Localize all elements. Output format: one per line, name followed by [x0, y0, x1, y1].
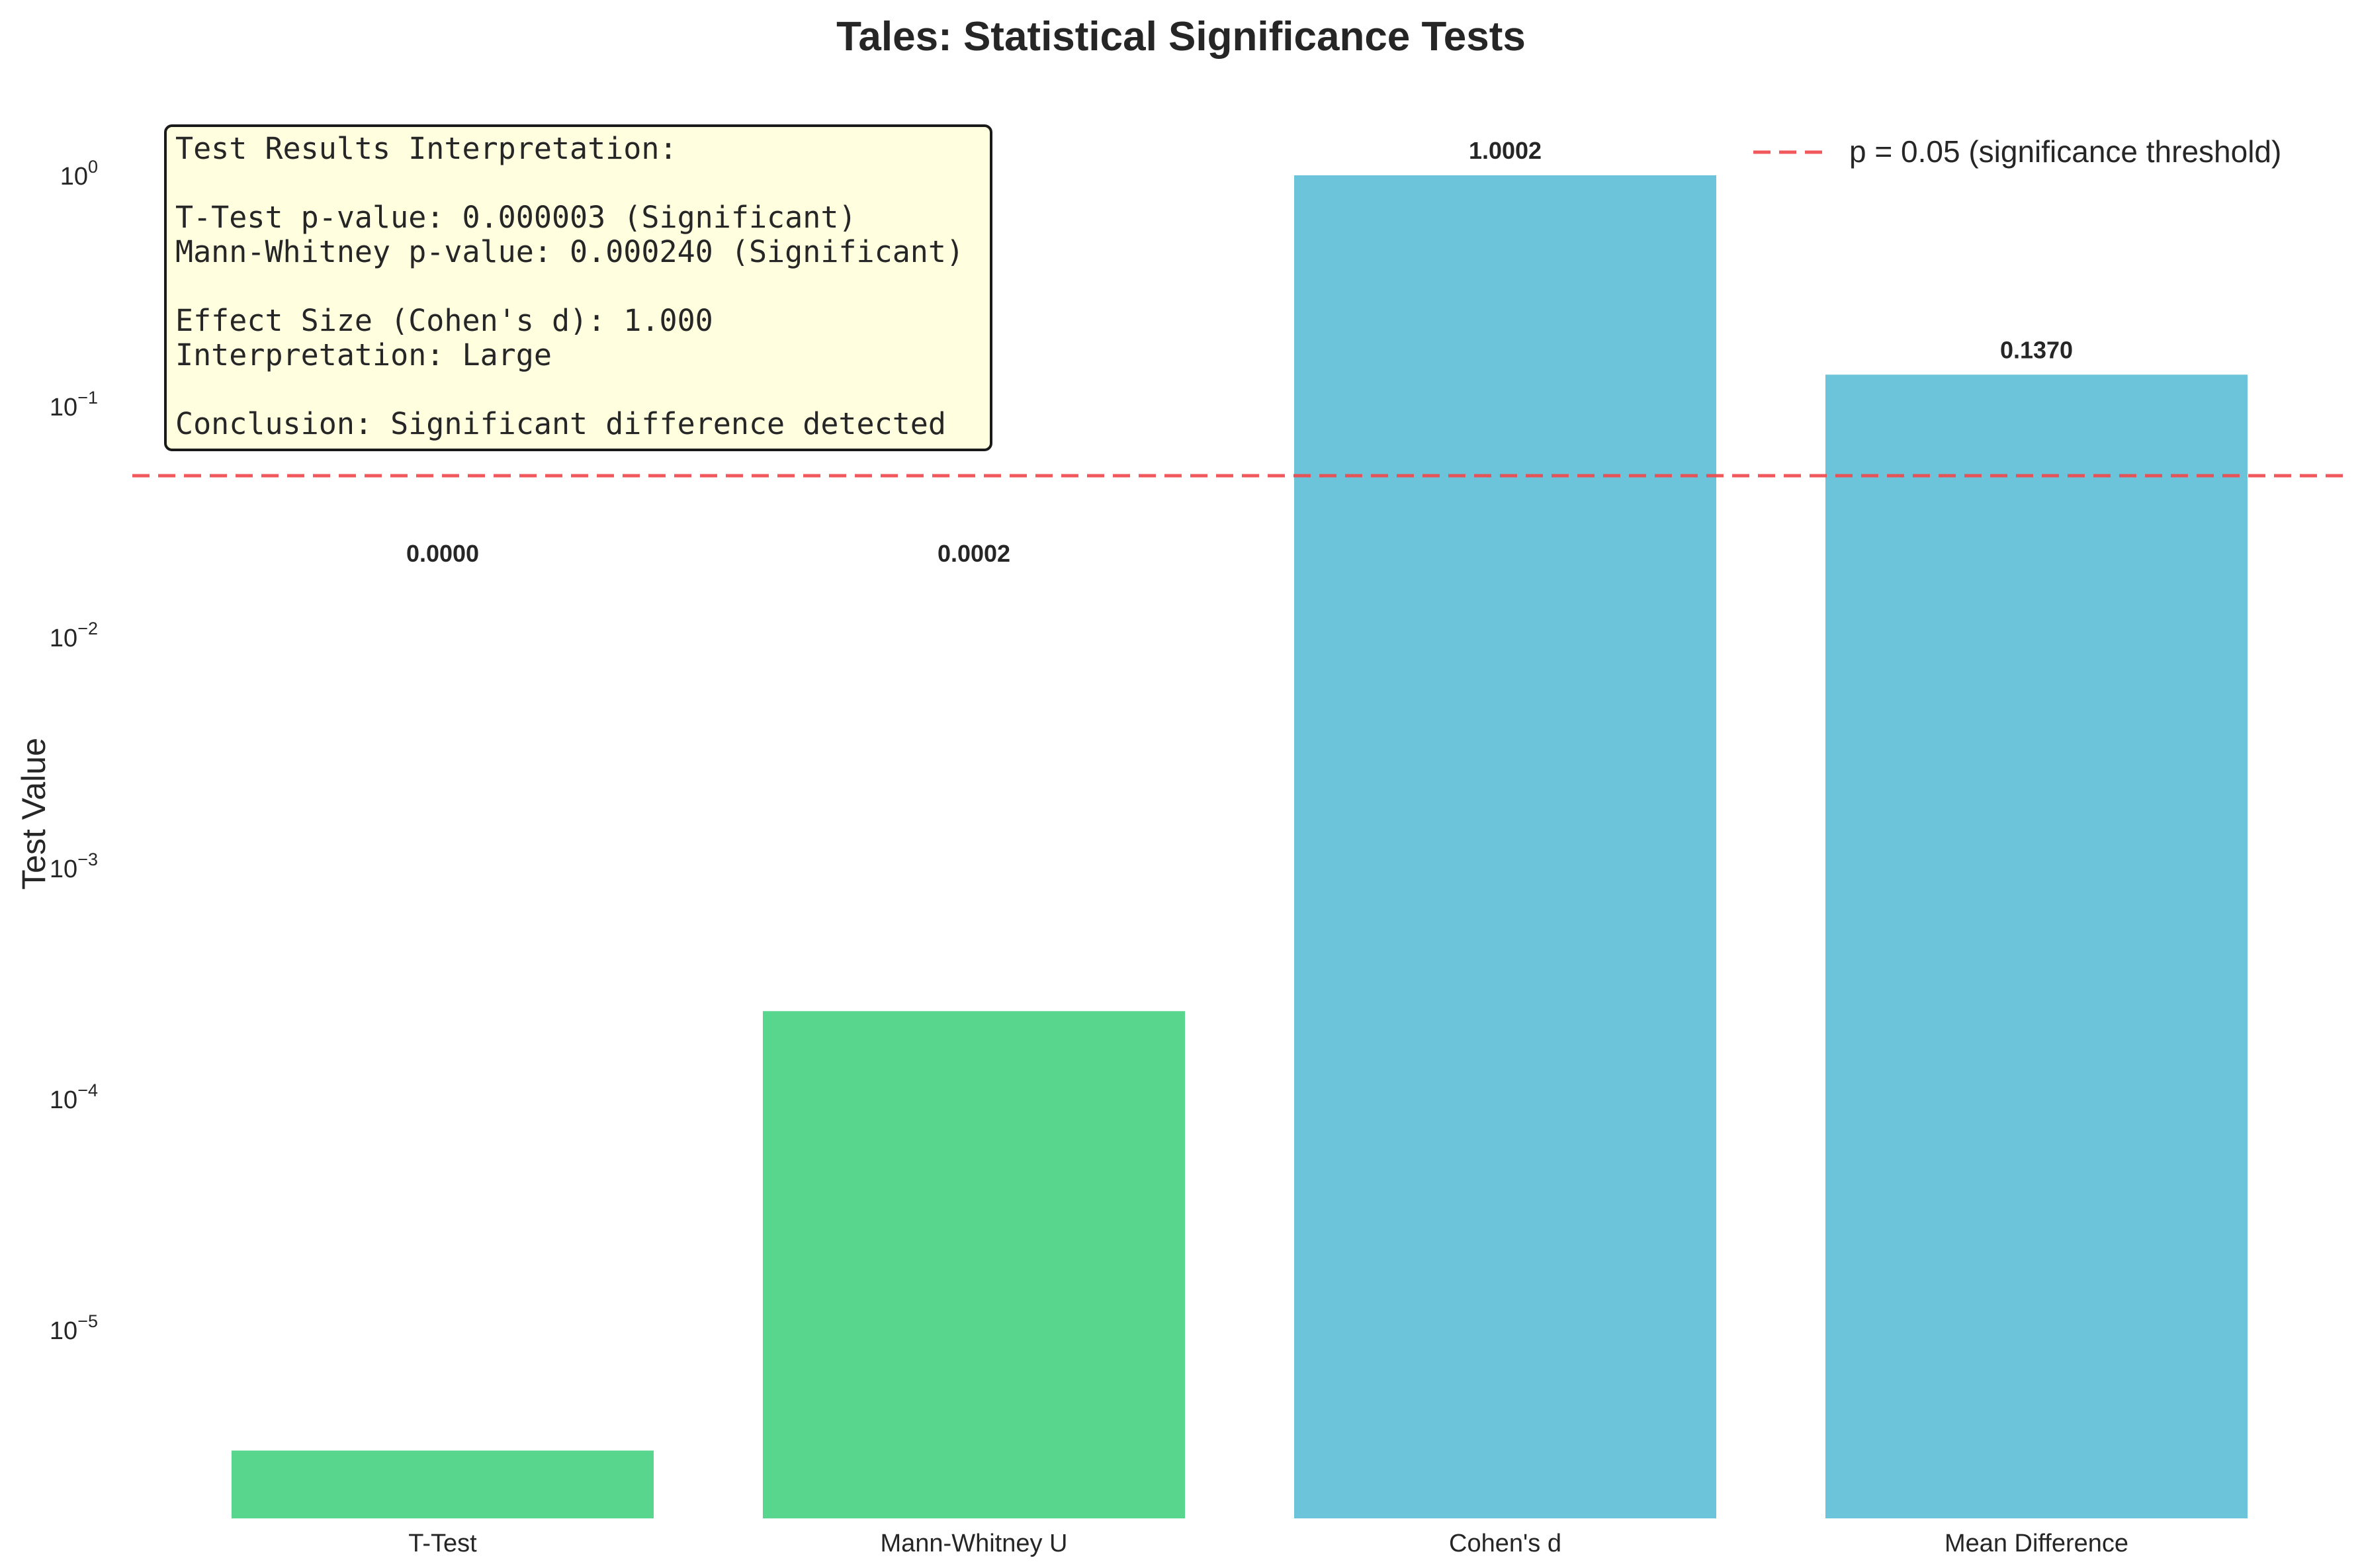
annotation-box: Test Results Interpretation: T-Test p-val… [164, 124, 992, 451]
annotation-box-background [164, 124, 992, 451]
y-tick-label: 10−1 [50, 388, 98, 421]
chart-title: Tales: Statistical Significance Tests [836, 14, 1526, 60]
x-tick-label: Mann-Whitney U [881, 1530, 1068, 1557]
legend-threshold-label: p = 0.05 (significance threshold) [1849, 134, 2281, 169]
bar [1294, 175, 1716, 1518]
annotation-line: Effect Size (Cohen's d): 1.000 [175, 303, 713, 338]
annotation-lines: Test Results Interpretation: T-Test p-val… [175, 131, 964, 441]
y-tick-label: 100 [60, 157, 98, 191]
y-tick-label: 10−2 [50, 619, 98, 652]
annotation-line: Interpretation: Large [175, 337, 552, 372]
bar-value-label: 0.1370 [2000, 336, 2073, 363]
bar-value-label: 0.0000 [406, 540, 479, 567]
x-tick-label: Mean Difference [1945, 1530, 2128, 1557]
y-tick-label: 10−5 [50, 1311, 98, 1345]
bar-value-label: 0.0002 [938, 540, 1010, 567]
annotation-line: T-Test p-value: 0.000003 (Significant) [175, 200, 857, 235]
bar [232, 1450, 654, 1518]
x-tick-label: T-Test [408, 1530, 477, 1557]
bars [232, 175, 2248, 1518]
bar-value-label: 1.0002 [1469, 137, 1542, 164]
annotation-line: Test Results Interpretation: [175, 131, 678, 166]
bar [763, 1011, 1185, 1518]
annotation-line: Mann-Whitney p-value: 0.000240 (Signific… [175, 234, 964, 269]
y-axis-ticks: 100 10−1 10−2 10−3 10−4 10−5 [50, 157, 98, 1345]
legend: p = 0.05 (significance threshold) [1753, 134, 2281, 169]
value-labels: 0.0000 0.0002 1.0002 0.1370 [406, 137, 2073, 567]
x-tick-label: Cohen's d [1449, 1530, 1561, 1557]
bar [1825, 374, 2248, 1518]
x-axis-ticks: T-Test Mann-Whitney U Cohen's d Mean Differ… [408, 1530, 2128, 1557]
y-axis-label: Test Value [15, 738, 52, 890]
annotation-line: Conclusion: Significant difference detec… [175, 406, 946, 441]
y-tick-label: 10−4 [50, 1080, 98, 1114]
y-tick-label: 10−3 [50, 849, 98, 883]
